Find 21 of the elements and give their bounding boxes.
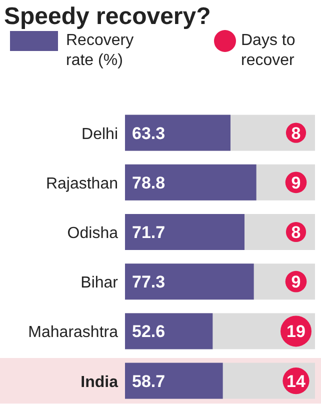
data-label: 58.7 (132, 372, 166, 391)
data-label: 77.3 (132, 272, 166, 292)
legend-label: Recovery rate (%) (66, 32, 134, 69)
y-tick-label: Delhi (82, 126, 118, 143)
chart-title: Speedy recovery? (4, 3, 211, 30)
data-label: 8 (291, 223, 301, 242)
y-tick-label: India (80, 374, 118, 391)
data-label: 19 (286, 322, 306, 342)
data-label: 78.8 (132, 173, 166, 192)
legend-label: Days to recover (241, 32, 296, 69)
y-tick-label: Bihar (80, 274, 119, 292)
y-tick-label: Odisha (67, 225, 118, 242)
data-label: 9 (291, 173, 301, 192)
data-label: 8 (291, 124, 301, 143)
y-tick-label: Rajasthan (46, 175, 118, 192)
y-tick-label: Maharashtra (28, 324, 118, 342)
data-label: 14 (286, 372, 306, 391)
data-label: 52.6 (132, 322, 166, 342)
data-label: 71.7 (132, 223, 166, 242)
data-label: 63.3 (132, 124, 166, 143)
data-label: 9 (291, 272, 301, 292)
